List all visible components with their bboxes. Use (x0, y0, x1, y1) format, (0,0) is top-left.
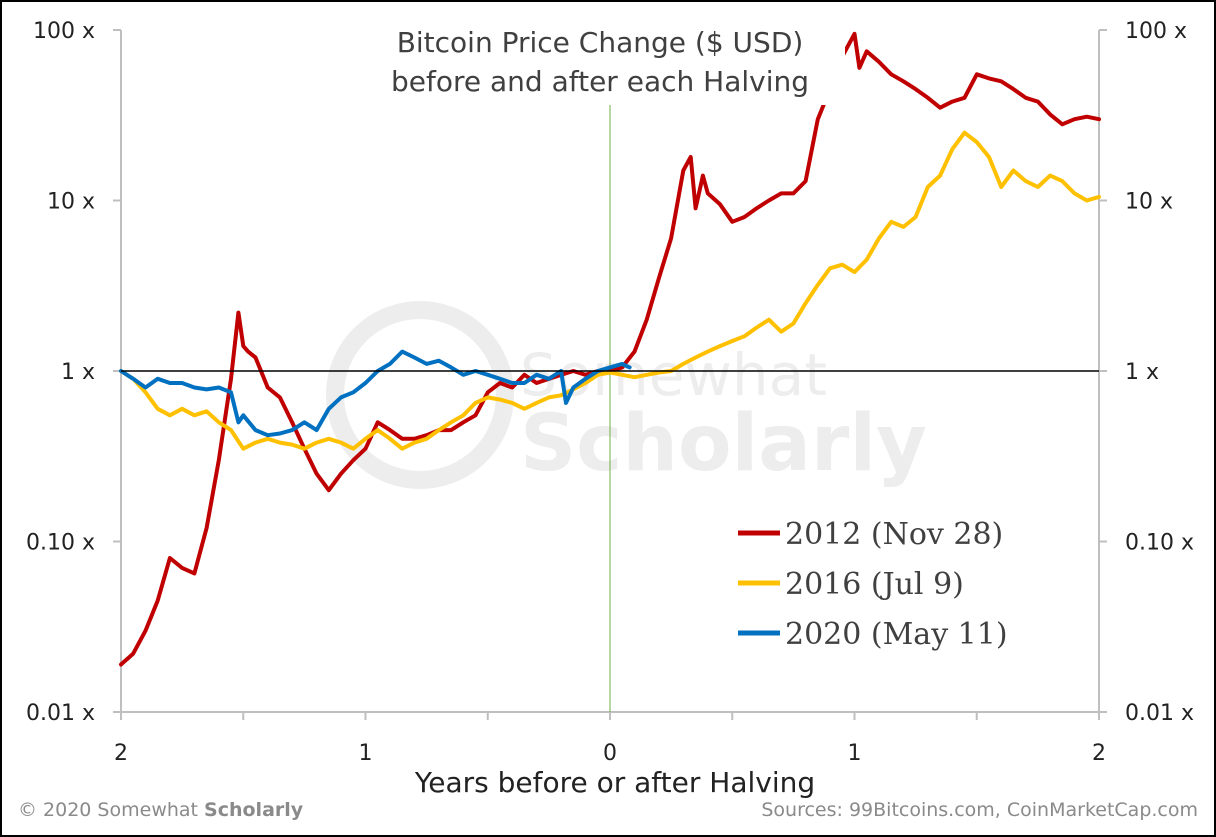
legend-label: 2016 (Jul 9) (785, 567, 964, 602)
y-tick-label-right: 1 x (1125, 360, 1159, 385)
x-tick-label: 1 (848, 741, 862, 766)
copyright: © 2020 Somewhat Scholarly (18, 799, 304, 821)
copyright-brand: Scholarly (204, 799, 304, 821)
y-tick-label-right: 100 x (1125, 19, 1187, 44)
subtitle: before and after each Halving (391, 65, 809, 98)
x-tick-label: 0 (603, 741, 617, 766)
series-line-2012 (119, 31, 1101, 667)
x-tick-label: 1 (359, 741, 373, 766)
x-tick-labels: 2 1 0 1 2 (114, 741, 1106, 766)
x-tick-label: 2 (1092, 741, 1106, 766)
legend-label: 2020 (May 11) (785, 617, 1008, 652)
y-tick-labels-left: 0.01 x 0.10 x 1 x 10 x 100 x (26, 19, 95, 726)
y-tick-label-left: 100 x (33, 19, 95, 44)
legend: 2012 (Nov 28) 2016 (Jul 9) 2020 (May 11) (738, 517, 1008, 652)
y-tick-label-left: 0.10 x (26, 531, 95, 556)
watermark-line1: Somewhat (520, 341, 827, 409)
y-tick-labels-right: 0.01 x 0.10 x 1 x 10 x 100 x (1125, 19, 1194, 726)
x-axis-title: Years before or after Halving (414, 766, 815, 799)
y-tick-label-right: 10 x (1125, 190, 1173, 215)
title: Bitcoin Price Change ($ USD) (397, 26, 804, 59)
legend-label: 2012 (Nov 28) (785, 517, 1003, 552)
sources: Sources: 99Bitcoins.com, CoinMarketCap.c… (761, 799, 1198, 821)
y-tick-label-right: 0.01 x (1125, 701, 1194, 726)
copyright-prefix: © 2020 Somewhat (18, 799, 204, 821)
series-line-2016 (119, 130, 1101, 451)
y-tick-label-right: 0.10 x (1125, 531, 1194, 556)
x-tick-label: 2 (114, 741, 128, 766)
watermark: Somewhat Scholarly (326, 301, 927, 489)
y-tick-label-left: 0.01 x (26, 701, 95, 726)
y-tick-label-left: 1 x (61, 360, 95, 385)
title-background (355, 20, 845, 105)
chart-title: Bitcoin Price Change ($ USD) before and … (355, 20, 845, 105)
watermark-line2: Scholarly (520, 399, 927, 489)
y-tick-label-left: 10 x (47, 190, 95, 215)
watermark-logo-icon (326, 301, 514, 489)
